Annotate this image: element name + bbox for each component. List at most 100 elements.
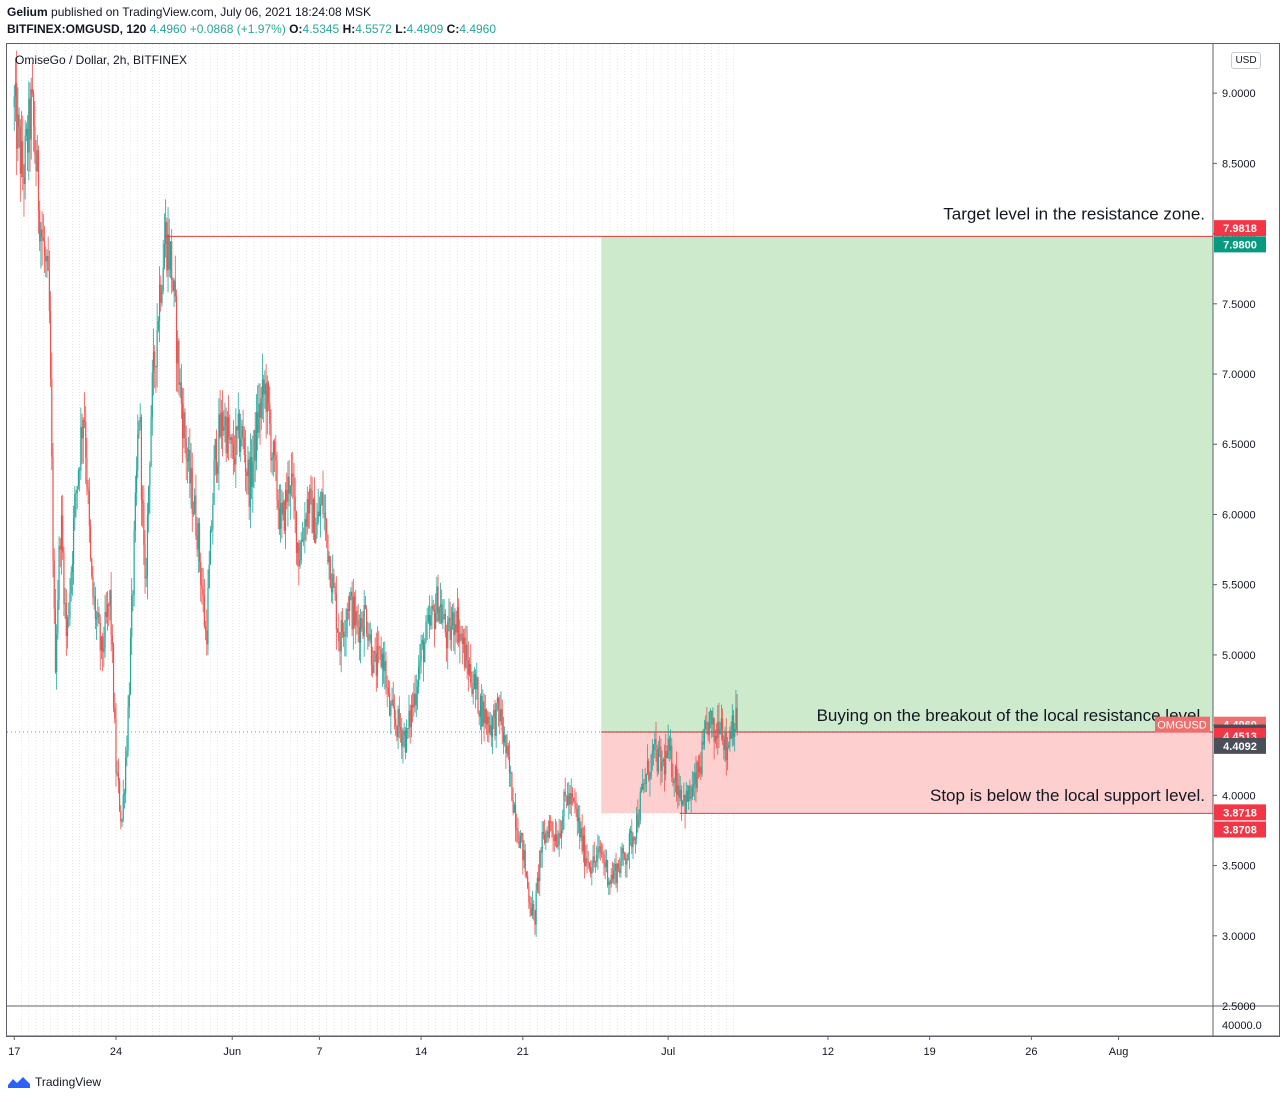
x-tick-label: Jul (661, 1046, 675, 1058)
candle-down (244, 455, 247, 472)
candle-down (604, 862, 606, 868)
candle-up (632, 837, 634, 848)
price-label-text: 3.8718 (1223, 807, 1257, 819)
author-name[interactable]: Gelium (7, 5, 48, 19)
candle-down (310, 488, 312, 491)
candle-up (301, 539, 304, 542)
candle-up (443, 614, 445, 619)
candle-down (248, 459, 250, 507)
candle-down (602, 853, 604, 855)
candle-up (135, 470, 138, 493)
candle-down (257, 412, 259, 433)
candle-up (74, 494, 76, 519)
candle-up (705, 721, 707, 730)
candle-up (728, 745, 730, 748)
candle-up (208, 564, 210, 588)
candle-up (70, 572, 72, 594)
candle-up (158, 284, 161, 321)
candle-up (72, 518, 75, 565)
candle-up (76, 486, 78, 494)
candle-up (426, 621, 428, 623)
candle-down (514, 804, 517, 828)
candle-down (702, 741, 704, 745)
candle-up (638, 820, 640, 827)
candle-down (525, 871, 528, 877)
candle-up (218, 414, 220, 466)
candle-down (105, 611, 107, 617)
candle-down (678, 785, 680, 798)
price-label-text: 4.4092 (1223, 741, 1257, 753)
candle-down (37, 150, 40, 211)
candle-up (410, 705, 413, 728)
candle-down (633, 837, 635, 841)
tradingview-logo[interactable]: TradingView (7, 1075, 101, 1089)
candle-up (190, 468, 192, 484)
candle-down (564, 791, 566, 796)
candle-up (456, 607, 459, 633)
candle-down (215, 439, 218, 474)
candle-down (246, 471, 248, 477)
candle-up (161, 290, 163, 304)
x-tick-label: 14 (415, 1046, 427, 1058)
candle-down (583, 835, 586, 866)
candle-down (341, 620, 344, 633)
candle-up (40, 229, 42, 242)
candle-down (16, 83, 18, 149)
candle-down (464, 637, 466, 668)
candle-up (685, 790, 687, 814)
candle-down (723, 738, 725, 751)
candle-up (720, 718, 722, 730)
candle-up (125, 757, 127, 793)
currency-button[interactable]: USD (1231, 52, 1261, 69)
candle-up (46, 255, 48, 262)
candle-down (295, 510, 297, 554)
candle-up (252, 461, 254, 487)
candle-up (682, 800, 684, 805)
candle-up (209, 530, 212, 565)
candle-down (571, 793, 574, 798)
candle-up (131, 595, 133, 638)
candle-down (108, 604, 110, 606)
candle-up (439, 604, 442, 608)
candle-up (554, 834, 557, 842)
x-tick-label: 17 (8, 1046, 20, 1058)
candle-down (42, 237, 44, 241)
x-tick-label: 24 (110, 1046, 122, 1058)
candle-down (286, 489, 288, 503)
publish-text: published on TradingView.com, July 06, 2… (51, 5, 372, 19)
candle-down (615, 863, 617, 884)
candle-down (374, 650, 376, 654)
candle-down (91, 558, 93, 577)
candle-down (120, 810, 122, 822)
candle-up (69, 593, 71, 618)
candle-up (197, 523, 199, 550)
candle-down (305, 519, 307, 527)
candle-up (669, 745, 672, 751)
candle-down (385, 660, 387, 688)
candle-up (454, 624, 456, 636)
candle-down (695, 772, 697, 789)
y-tick-label: 5.0000 (1222, 650, 1256, 662)
candle-down (180, 382, 182, 404)
candle-down (713, 717, 715, 742)
candle-down (478, 712, 480, 717)
price-label-badge (1214, 737, 1266, 754)
candle-up (402, 735, 404, 747)
candle-up (194, 495, 196, 514)
candle-up (151, 372, 153, 418)
candle-down (293, 476, 295, 497)
candle-down (326, 518, 328, 535)
candle-down (393, 706, 396, 719)
candle-up (127, 707, 129, 751)
candle-up (121, 819, 123, 822)
candle-down (512, 800, 514, 813)
candle-up (68, 617, 70, 619)
candle-down (324, 512, 327, 519)
candle-up (608, 881, 610, 886)
candle-up (468, 663, 471, 675)
candle-down (333, 574, 335, 587)
candle-up (249, 456, 251, 507)
candle-up (36, 150, 38, 172)
candle-up (568, 793, 570, 806)
